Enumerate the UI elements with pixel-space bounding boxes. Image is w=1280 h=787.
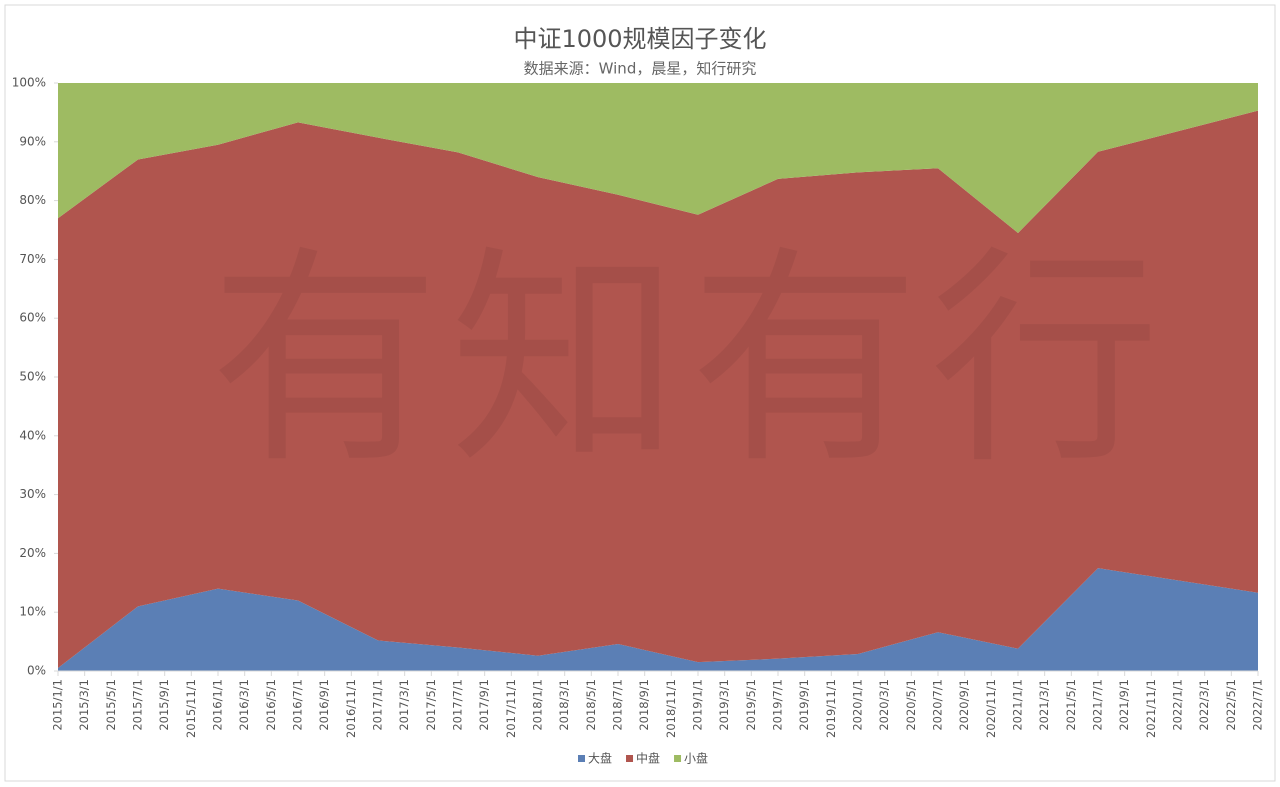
y-tick-label: 80% (19, 193, 46, 207)
x-tick-label: 2020/7/1 (931, 679, 945, 731)
x-tick-label: 2020/11/1 (984, 679, 998, 738)
x-tick-label: 2016/5/1 (264, 679, 278, 731)
y-tick-label: 100% (12, 76, 46, 90)
x-tick-label: 2016/11/1 (344, 679, 358, 738)
x-tick-label: 2022/5/1 (1224, 679, 1238, 731)
x-tick-label: 2019/7/1 (771, 679, 785, 731)
x-tick-label: 2015/3/1 (77, 679, 91, 731)
x-tick-label: 2019/3/1 (717, 679, 731, 731)
x-tick-label: 2019/11/1 (824, 679, 838, 738)
watermark: 有知有行 (210, 228, 1170, 495)
x-tick-label: 2017/5/1 (424, 679, 438, 731)
x-tick-label: 2018/9/1 (637, 679, 651, 731)
y-tick-label: 50% (19, 370, 46, 384)
chart-subtitle: 数据来源：Wind，晨星，知行研究 (524, 60, 757, 78)
x-tick-label: 2020/5/1 (904, 679, 918, 731)
y-tick-label: 60% (19, 311, 46, 325)
x-tick-label: 2015/7/1 (131, 679, 145, 731)
y-tick-label: 90% (19, 134, 46, 148)
x-tick-label: 2020/3/1 (877, 679, 891, 731)
x-tick-label: 2021/5/1 (1064, 679, 1078, 731)
x-tick-label: 2021/1/1 (1011, 679, 1025, 731)
x-tick-label: 2019/1/1 (691, 679, 705, 731)
x-tick-label: 2019/9/1 (797, 679, 811, 731)
x-tick-label: 2019/5/1 (744, 679, 758, 731)
x-tick-label: 2021/11/1 (1144, 679, 1158, 738)
x-tick-label: 2021/7/1 (1091, 679, 1105, 731)
x-tick-label: 2017/9/1 (477, 679, 491, 731)
x-tick-label: 2017/11/1 (504, 679, 518, 738)
y-tick-label: 0% (27, 664, 46, 678)
x-tick-label: 2016/7/1 (291, 679, 305, 731)
area (58, 568, 1258, 671)
x-tick-label: 2015/9/1 (157, 679, 171, 731)
y-tick-label: 10% (19, 605, 46, 619)
x-tick-label: 2016/3/1 (237, 679, 251, 731)
y-tick-label: 20% (19, 546, 46, 560)
legend-label: 大盘 (588, 751, 612, 766)
x-tick-label: 2017/7/1 (451, 679, 465, 731)
x-tick-label: 2016/1/1 (211, 679, 225, 731)
x-tick-label: 2018/7/1 (611, 679, 625, 731)
plot-area (58, 83, 1258, 671)
area (58, 110, 1258, 669)
x-tick-label: 2016/9/1 (317, 679, 331, 731)
x-tick-label: 2018/3/1 (557, 679, 571, 731)
x-tick-label: 2018/11/1 (664, 679, 678, 738)
x-tick-label: 2015/11/1 (184, 679, 198, 738)
y-tick-label: 40% (19, 428, 46, 442)
legend-swatch (674, 755, 682, 762)
x-tick-label: 2022/1/1 (1171, 679, 1185, 731)
legend-swatch (578, 755, 585, 762)
x-tick-label: 2015/1/1 (51, 679, 65, 731)
x-tick-label: 2020/1/1 (851, 679, 865, 731)
y-tick-label: 30% (19, 487, 46, 501)
x-tick-label: 2022/3/1 (1197, 679, 1211, 731)
x-tick-label: 2020/9/1 (957, 679, 971, 731)
legend-swatch (626, 755, 634, 762)
x-tick-label: 2021/9/1 (1117, 679, 1131, 731)
x-tick-label: 2017/3/1 (397, 679, 411, 731)
x-tick-label: 2021/3/1 (1037, 679, 1051, 731)
y-tick-label: 70% (19, 252, 46, 266)
x-tick-label: 2015/5/1 (104, 679, 118, 731)
legend-label: 小盘 (684, 751, 708, 766)
x-tick-label: 2018/5/1 (584, 679, 598, 731)
x-tick-label: 2017/1/1 (371, 679, 385, 731)
x-tick-label: 2018/1/1 (531, 679, 545, 731)
legend-label: 中盘 (636, 751, 660, 766)
chart-title: 中证1000规模因子变化 (513, 25, 766, 53)
area (58, 83, 1258, 233)
x-tick-label: 2022/7/1 (1251, 679, 1265, 731)
